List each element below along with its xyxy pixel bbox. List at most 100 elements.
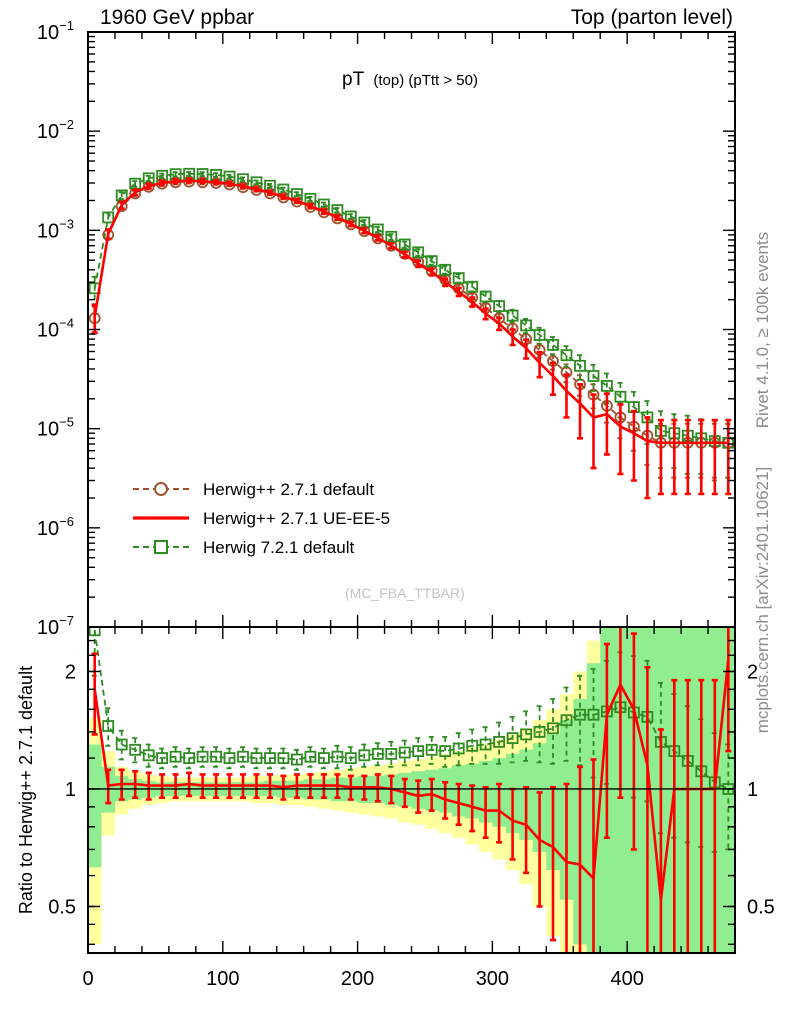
ratio-series-herwig721-marker [290,753,303,766]
ratio-series-herwig721-marker [88,627,101,637]
ratio-series-herwig721-marker [223,752,236,764]
series-herwigpp-default [88,175,735,479]
series-herwig721-default-line [93,172,729,444]
ratio-series-herwig721-marker [317,752,330,764]
ratio-series-herwig721-marker [520,728,532,741]
series-herwig721-default-marker [506,309,519,322]
series-herwig721-default-marker [560,349,573,362]
xtick-label: 100 [206,968,239,990]
series-herwig721-default-marker [601,379,613,392]
ratio-series-herwig721-marker [304,750,317,763]
ratio-ylabel: Ratio to Herwig++ 2.7.1 default [16,666,36,914]
ratio-series-herwig721-line [93,630,729,790]
rivet-version-label: Rivet 4.1.0, ≥ 100k events [753,232,772,428]
series-herwig721-default-marker [614,390,627,403]
ratio-series-herwig721-marker [493,736,506,748]
ratio-series-herwig721-marker [587,708,600,721]
ratio-series-herwig721-marker [533,726,546,738]
ratio-series-herwig721-marker [412,745,425,757]
series-herwig721-default-marker [520,319,532,332]
ratio-series-herwig721-marker [371,748,384,760]
series-herwig721-default-marker [493,300,506,313]
ratio-series-herwig721-marker [439,745,452,757]
ratio-series-herwig721-marker [331,750,344,763]
ratio-series-herwig721-marker [358,749,371,762]
series-herwig721-default-marker [547,338,559,351]
main-ytick-label: 10−5 [37,415,74,441]
ratio-series-herwig721-marker [574,708,586,721]
ratio-series-herwig721-marker [385,748,398,760]
xtick-label: 0 [82,968,93,990]
legend-label: Herwig 7.2.1 default [203,538,354,557]
ratio-ytick-label-left: 1 [65,779,76,801]
legend-label: Herwig++ 2.7.1 default [203,480,374,499]
ratio-series-herwig721-marker [250,752,263,764]
ratio-series-herwig721-marker [452,742,465,755]
series-herwigpp-default-marker [142,180,155,193]
plot-title: pT (top) (pTtt > 50) [342,69,478,90]
legend-entry[interactable]: Herwig++ 2.7.1 default [133,480,374,499]
ratio-series-herwig721-marker [277,752,290,764]
header-right: Top (parton level) [571,6,733,29]
ratio-series-herwig721-marker [398,746,411,759]
series-herwig721-default [88,167,735,482]
ratio-series-herwig721-marker [344,752,357,764]
main-panel-frame [87,31,736,628]
legend-entry[interactable]: Herwig 7.2.1 default [133,538,354,557]
ratio-series-herwig721-marker [466,739,479,752]
series-herwig721-default-marker [587,370,600,382]
series-herwig721-default-marker [102,211,115,224]
series-herwigpp-ueee5-line [93,179,729,445]
main-ytick-label: 10−6 [37,514,74,540]
main-ytick-label: 10−7 [37,613,74,639]
xtick-label: 300 [476,968,509,990]
main-ytick-label: 10−1 [37,18,74,44]
series-herwig721-default-marker [398,238,411,251]
series-herwigpp-ueee5 [91,177,732,500]
legend-marker-square-icon [154,540,168,554]
legend-label: Herwig++ 2.7.1 UE-EE-5 [203,509,390,528]
ratio-series-herwig721-marker [547,722,559,735]
ratio-series-herwig721-marker [237,750,249,763]
series-herwig721-default-marker [452,272,465,285]
series-herwigpp-default-marker [358,225,371,238]
series-herwig721-default-marker [466,280,479,293]
ratio-series-herwig721-marker [183,752,196,764]
legend-marker-circle-icon [154,482,168,496]
series-herwigpp-default-marker [371,232,384,245]
ratio-series-herwig721-marker [506,732,519,744]
watermark-label: (MC_FBA_TTBAR) [345,585,465,601]
series-herwig721-default-marker [574,359,586,372]
ratio-series-herwig721-marker [115,738,128,751]
main-ytick-label: 10−2 [37,117,74,143]
ratio-series-herwig721-marker [479,738,492,751]
series-herwig721-default-marker [385,230,398,243]
series-herwig721-default-marker [412,246,425,259]
ratio-series-herwig721-marker [210,750,223,763]
ratio-series-herwig721-marker [196,750,209,763]
ratio-series-herwig721-marker [425,743,438,756]
ratio-ytick-label-right: 2 [747,661,758,683]
series-herwig721-default-marker [115,189,128,202]
ratio-series-herwig721-marker [102,720,115,732]
ratio-series-herwig721-marker [560,714,573,727]
ratio-series-herwig721-marker [156,752,169,764]
series-herwig721-default-marker [425,255,438,268]
series-herwig721-default-marker [439,263,452,276]
series-herwig721-default-marker [533,329,546,341]
main-ytick-label: 10−3 [37,216,74,242]
main-ytick-label: 10−4 [37,316,74,342]
header-left: 1960 GeV ppbar [100,6,254,29]
ratio-ytick-label-right: 0.5 [747,896,775,918]
ratio-series-ueee5 [91,627,732,953]
ratio-series-herwig721-marker [142,749,155,762]
ratio-ytick-label-left: 2 [65,661,76,683]
series-herwigpp-default-marker [385,239,398,252]
ratio-ytick-label-left: 0.5 [48,896,76,918]
ratio-ytick-label-right: 1 [747,779,758,801]
legend-entry[interactable]: Herwig++ 2.7.1 UE-EE-5 [133,509,390,528]
ratio-band-inner [88,627,735,953]
mcplots-source-label: mcplots.cern.ch [arXiv:2401.10621] [753,467,772,733]
